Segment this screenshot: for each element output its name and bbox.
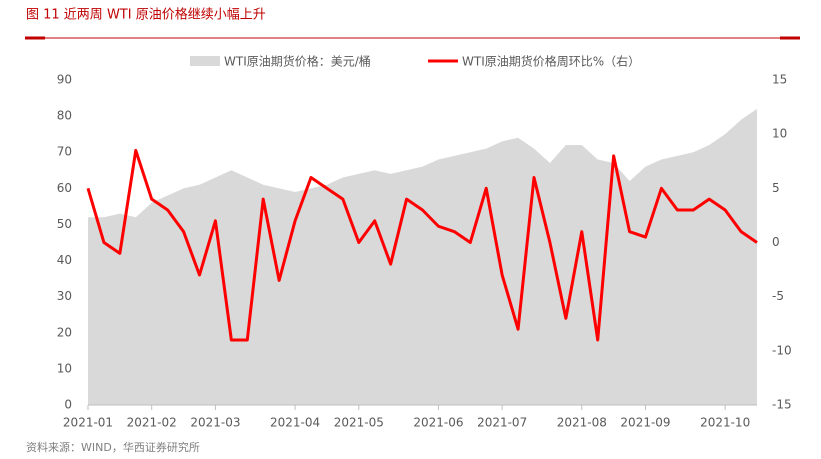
x-tick-label: 2021-05 xyxy=(334,416,384,430)
x-tick-label: 2021-08 xyxy=(557,416,607,430)
x-tick-label: 2021-03 xyxy=(190,416,240,430)
y-tick-label: 70 xyxy=(57,145,72,159)
x-tick-label: 2021-02 xyxy=(127,416,177,430)
legend-label: WTI原油期货价格：美元/桶 xyxy=(224,54,371,69)
x-tick-label: 2021-10 xyxy=(700,416,750,430)
y2-tick-label: -10 xyxy=(772,343,792,357)
y-tick-label: 0 xyxy=(64,398,72,412)
y-tick-label: 30 xyxy=(57,289,72,303)
y2-tick-label: -15 xyxy=(772,398,792,412)
area xyxy=(88,108,757,405)
y2-tick-label: 10 xyxy=(772,127,787,141)
line xyxy=(86,148,758,342)
legend-label: WTI原油期货价格周环比%（右） xyxy=(462,54,640,69)
x-tick-label: 2021-04 xyxy=(270,416,320,430)
y-tick-label: 80 xyxy=(57,109,72,123)
source: 资料来源：WIND，华西证券研究所 xyxy=(26,440,200,454)
x-tick-label: 2021-06 xyxy=(413,416,463,430)
y2-tick-label: 5 xyxy=(772,181,780,195)
legend-swatch xyxy=(190,56,220,66)
x-tick-label: 2021-09 xyxy=(620,416,670,430)
x-tick-label: 2021-01 xyxy=(63,416,113,430)
y-tick-label: 50 xyxy=(57,217,72,231)
y-tick-label: 90 xyxy=(57,73,72,87)
y2-tick-label: 0 xyxy=(772,235,780,249)
y2-tick-label: -5 xyxy=(772,289,784,303)
chart-title: 图 11 近两周 WTI 原油价格继续小幅上升 xyxy=(26,7,266,23)
x-tick-label: 2021-07 xyxy=(477,416,527,430)
y-tick-label: 40 xyxy=(57,253,72,267)
y-tick-label: 10 xyxy=(57,361,72,375)
y2-tick-label: 15 xyxy=(772,73,787,87)
y-tick-label: 60 xyxy=(57,181,72,195)
y-tick-label: 20 xyxy=(57,325,72,339)
